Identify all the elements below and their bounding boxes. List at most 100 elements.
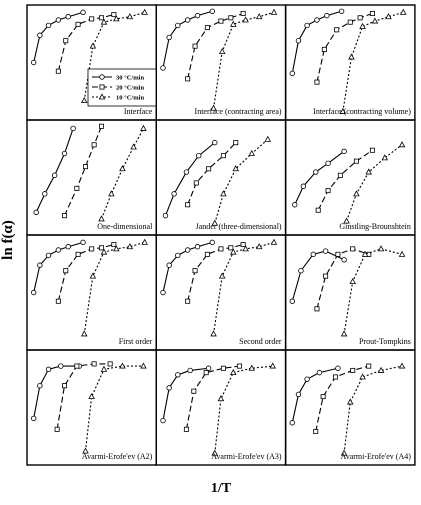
marker [30,415,37,422]
marker [210,104,217,111]
series-line [84,365,144,452]
marker [61,150,68,157]
marker [359,373,366,380]
marker [242,16,249,23]
marker [100,365,108,372]
series-line [185,365,240,430]
marker [140,124,147,131]
marker [371,17,379,24]
marker [315,207,321,213]
marker [160,417,166,424]
marker [228,245,234,251]
marker [107,361,113,367]
marker [204,25,210,31]
marker [210,330,217,337]
panel-title: Prout-Tompkins [359,337,411,346]
marker [346,398,354,405]
marker [230,248,237,255]
marker [175,252,181,259]
marker [300,183,307,189]
marker [218,246,224,252]
marker [381,154,389,161]
marker [230,368,237,376]
marker [332,374,338,380]
marker [205,365,212,371]
series-line [101,128,144,220]
marker [82,447,89,454]
marker [341,257,347,263]
marker [91,361,97,367]
marker [194,12,201,19]
marker [206,166,212,172]
marker [325,160,331,167]
legend-label: 10 °C/min [116,95,144,102]
panel-title: Avarmi-Erofe'ev (A2) [82,452,153,461]
marker [74,185,80,191]
marker [166,34,172,41]
x-axis-label: 1/T [211,481,232,496]
panel-title: Interface [124,107,153,116]
marker [398,250,406,257]
marker [196,152,202,159]
marker [175,372,181,378]
panel-title: Interface (contracting area) [195,107,282,116]
marker [89,246,95,252]
marker [191,388,197,394]
marker [37,32,43,38]
series-line [83,11,145,101]
marker [58,363,64,369]
marker [194,244,201,250]
marker [289,70,295,77]
marker [192,43,198,49]
marker [366,363,372,369]
marker [80,239,86,246]
marker [350,246,356,252]
marker [289,298,295,304]
marker [269,362,277,369]
series-line [214,365,273,454]
marker [295,391,302,398]
marker [162,212,169,219]
marker [51,172,58,179]
marker [65,14,71,20]
marker [184,247,191,253]
marker [160,289,166,296]
marker [248,364,256,371]
marker [289,420,295,426]
marker [130,143,137,150]
marker [99,123,105,129]
marker [398,362,406,369]
series-line [187,142,237,205]
marker [119,362,126,369]
marker [339,107,347,114]
marker [126,243,134,250]
marker [350,367,356,373]
marker [334,27,340,33]
marker [193,180,199,186]
panel-frame [155,119,287,236]
marker [218,18,224,24]
marker [55,17,62,23]
marker [399,8,407,15]
marker [140,362,147,369]
marker [166,385,172,391]
marker [99,74,105,80]
marker [88,392,95,400]
marker [310,251,316,258]
marker [343,217,350,224]
marker [184,17,191,23]
y-axis-label: ln f(α) [0,220,16,260]
marker [75,21,81,27]
marker [183,426,189,432]
marker [313,169,319,175]
marker [80,97,88,104]
marker [183,169,190,175]
marker [220,190,227,197]
marker [255,13,263,20]
marker [63,268,69,274]
marker [187,367,193,374]
marker [126,13,134,20]
panel-title: Ginstling-Brounshtein [339,222,411,231]
series-line [214,138,269,224]
marker [45,366,52,373]
